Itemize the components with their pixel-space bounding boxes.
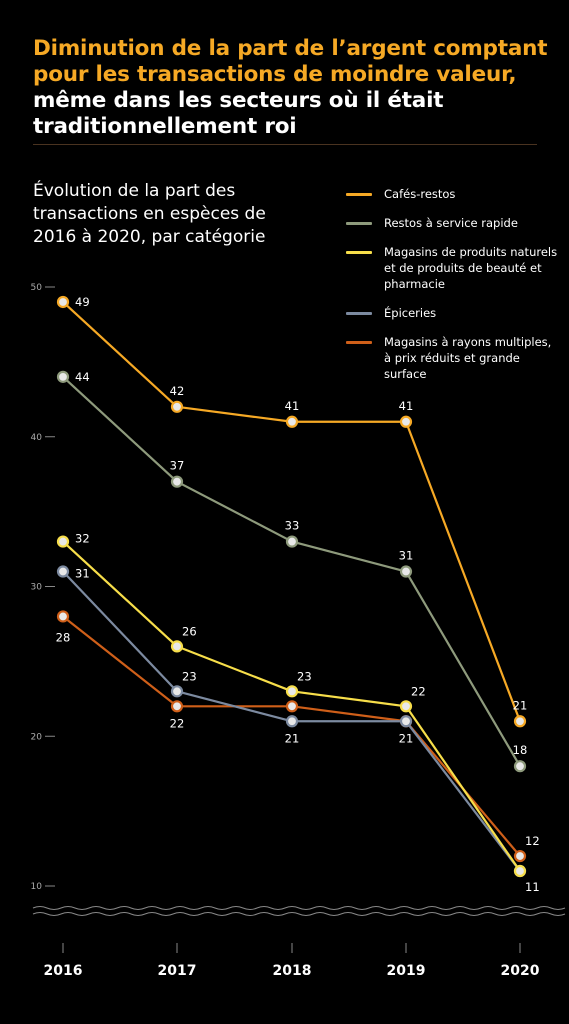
legend-label: Magasins à rayons multiples, à prix rédu… — [384, 335, 552, 381]
data-label: 49 — [75, 295, 90, 309]
data-point — [285, 685, 299, 698]
y-tick-label: 50 — [31, 283, 43, 293]
data-label: 33 — [285, 519, 300, 533]
data-label: 37 — [170, 459, 185, 473]
legend-item-cafes-restos: Cafés-restos — [346, 186, 561, 202]
y-tick-label: 30 — [31, 583, 43, 593]
data-label: 22 — [411, 684, 426, 698]
legend-label: Cafés-restos — [384, 187, 456, 201]
data-label: 31 — [75, 567, 90, 581]
series-line — [62, 615, 521, 857]
legend-swatch — [346, 251, 372, 254]
legend-item-magasins-rayons: Magasins à rayons multiples, à prix rédu… — [346, 334, 561, 382]
legend-item-restos-service-rapide: Restos à service rapide — [346, 215, 561, 231]
x-tick-label: 2020 — [501, 963, 540, 979]
data-point — [56, 565, 70, 578]
data-label: 21 — [399, 731, 414, 745]
divider — [33, 144, 537, 145]
data-label: 42 — [170, 384, 185, 398]
data-label: 23 — [182, 669, 197, 683]
chart-subtitle: Évolution de la part des transactions en… — [33, 181, 266, 247]
data-label: 28 — [56, 630, 71, 644]
data-point — [399, 565, 413, 578]
data-label: 32 — [75, 532, 90, 546]
y-tick-label: 10 — [31, 882, 43, 892]
data-point — [170, 700, 184, 713]
data-label: 31 — [399, 549, 414, 563]
data-point — [285, 715, 299, 728]
data-label: 11 — [525, 880, 540, 894]
legend-label: Épiceries — [384, 306, 437, 320]
data-point — [399, 715, 413, 728]
data-point — [399, 415, 413, 428]
legend-label: Restos à service rapide — [384, 216, 518, 230]
headline-highlight: Diminution de la part de l’argent compta… — [33, 36, 548, 87]
x-tick-label: 2017 — [158, 963, 197, 979]
data-point — [170, 400, 184, 413]
data-point — [513, 849, 527, 863]
data-point — [513, 864, 527, 878]
legend-swatch — [346, 193, 372, 196]
data-label: 26 — [182, 624, 197, 638]
data-label: 44 — [75, 370, 90, 384]
data-point — [56, 610, 70, 623]
data-label: 41 — [399, 399, 414, 413]
legend-label: Magasins de produits naturels et de prod… — [384, 245, 558, 291]
series-line — [62, 376, 521, 767]
y-tick-label: 40 — [31, 433, 43, 443]
data-label: 21 — [285, 731, 300, 745]
x-tick-label: 2016 — [44, 963, 83, 979]
headline: Diminution de la part de l’argent compta… — [33, 36, 553, 140]
legend-item-produits-naturels: Magasins de produits naturels et de prod… — [346, 244, 561, 292]
legend-swatch — [346, 312, 372, 315]
data-label: 41 — [285, 399, 300, 413]
data-point — [285, 700, 299, 713]
legend: Cafés-restos Restos à service rapide Mag… — [346, 186, 561, 395]
data-point — [285, 415, 299, 428]
data-point — [513, 760, 527, 773]
data-point — [513, 864, 527, 878]
headline-rest: même dans les secteurs où il était tradi… — [33, 88, 444, 139]
data-point — [399, 700, 413, 713]
series-line — [62, 540, 521, 872]
data-point — [170, 685, 184, 698]
data-point — [56, 535, 70, 548]
data-point — [56, 370, 70, 383]
axis-break-line — [32, 906, 566, 910]
series-line — [62, 570, 521, 872]
x-tick-label: 2018 — [273, 963, 312, 979]
data-point — [56, 295, 70, 309]
data-point — [399, 715, 413, 728]
data-point — [170, 475, 184, 488]
legend-swatch — [346, 222, 372, 225]
x-tick-label: 2019 — [387, 963, 426, 979]
legend-item-epiceries: Épiceries — [346, 305, 561, 321]
data-point — [513, 715, 527, 728]
data-point — [285, 535, 299, 548]
y-tick-label: 20 — [31, 732, 43, 742]
data-point — [170, 640, 184, 653]
data-label: 23 — [297, 669, 312, 683]
data-label: 21 — [513, 698, 528, 712]
data-label: 22 — [170, 716, 185, 730]
axis-break-line — [32, 912, 566, 916]
legend-swatch — [346, 341, 372, 344]
data-label: 18 — [513, 743, 528, 757]
data-label: 12 — [525, 834, 540, 848]
